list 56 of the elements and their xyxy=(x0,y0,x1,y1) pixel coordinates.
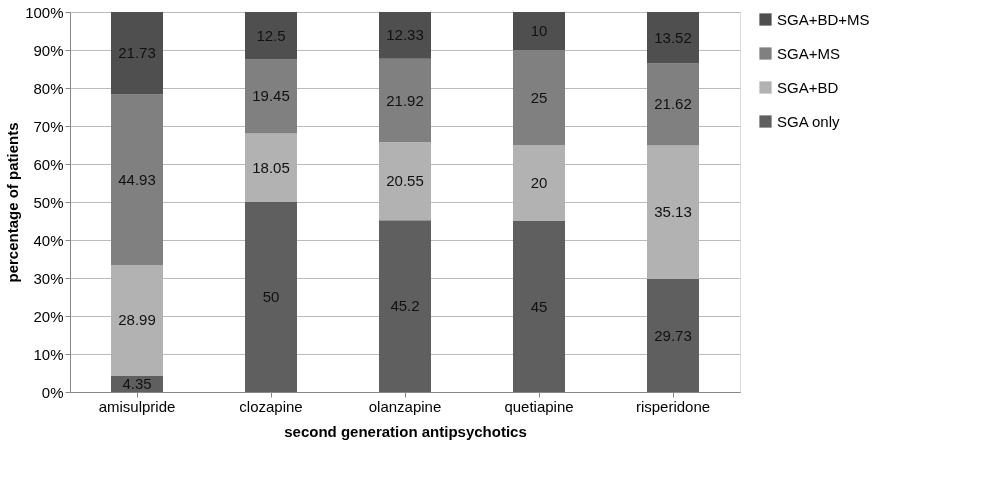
data-label: 50 xyxy=(262,288,280,305)
data-label: 20.55 xyxy=(386,172,424,190)
y-tick-label: 100% xyxy=(25,3,64,21)
legend-label: SGA only xyxy=(777,112,841,130)
data-label: 28.99 xyxy=(118,311,156,329)
x-tick-label: amisulpride xyxy=(98,397,176,415)
x-axis-title: second generation antipsychotics xyxy=(284,422,527,440)
bar xyxy=(245,202,297,392)
x-tick-label: quetiapine xyxy=(504,397,574,415)
data-label: 10 xyxy=(530,22,548,39)
legend-label: SGA+MS xyxy=(777,44,840,62)
y-tick-label: 10% xyxy=(33,345,64,363)
bar xyxy=(379,12,431,59)
data-label: 29.73 xyxy=(654,326,692,344)
data-label: 45.2 xyxy=(390,297,420,315)
x-tick-label: risperidone xyxy=(635,397,711,415)
bar xyxy=(513,12,565,50)
data-label: 45 xyxy=(530,297,548,315)
bar xyxy=(379,220,431,392)
legend-label: SGA+BD+MS xyxy=(777,10,870,28)
bar xyxy=(647,279,699,392)
data-label: 12.5 xyxy=(256,26,286,44)
bar xyxy=(111,94,163,266)
y-tick-label: 20% xyxy=(33,307,64,325)
data-label: 12.33 xyxy=(386,26,424,44)
data-label: 21.62 xyxy=(654,95,692,113)
data-label: 21.92 xyxy=(386,91,424,109)
bar xyxy=(111,12,163,95)
data-label: 19.45 xyxy=(252,87,290,105)
y-tick-label: 40% xyxy=(33,231,64,249)
y-tick-label: 80% xyxy=(33,79,64,97)
data-label: 4.35 xyxy=(122,374,152,392)
data-label: 13.52 xyxy=(654,28,692,46)
bar xyxy=(379,58,431,143)
bar xyxy=(647,12,699,64)
data-label: 18.05 xyxy=(252,158,290,176)
data-label: 44.93 xyxy=(118,170,156,188)
y-tick-label: 50% xyxy=(33,193,64,211)
data-label: 21.73 xyxy=(118,44,156,62)
y-tick-label: 60% xyxy=(33,155,64,173)
y-tick-label: 30% xyxy=(33,269,64,287)
bar xyxy=(245,59,297,134)
y-tick-label: 0% xyxy=(41,383,64,401)
x-tick-label: olanzapine xyxy=(368,397,442,415)
bar xyxy=(647,63,699,146)
data-label: 25 xyxy=(530,88,548,106)
bar xyxy=(245,12,297,60)
legend-label: SGA+BD xyxy=(777,78,839,96)
bar xyxy=(513,50,565,145)
y-axis-title: percentage of patients xyxy=(4,122,22,283)
y-tick-label: 70% xyxy=(33,117,64,135)
y-tick-label: 90% xyxy=(33,41,64,59)
data-label: 20 xyxy=(530,174,548,191)
data-label: 35.13 xyxy=(654,203,692,221)
bar xyxy=(513,221,565,392)
x-tick-label: clozapine xyxy=(239,397,303,415)
